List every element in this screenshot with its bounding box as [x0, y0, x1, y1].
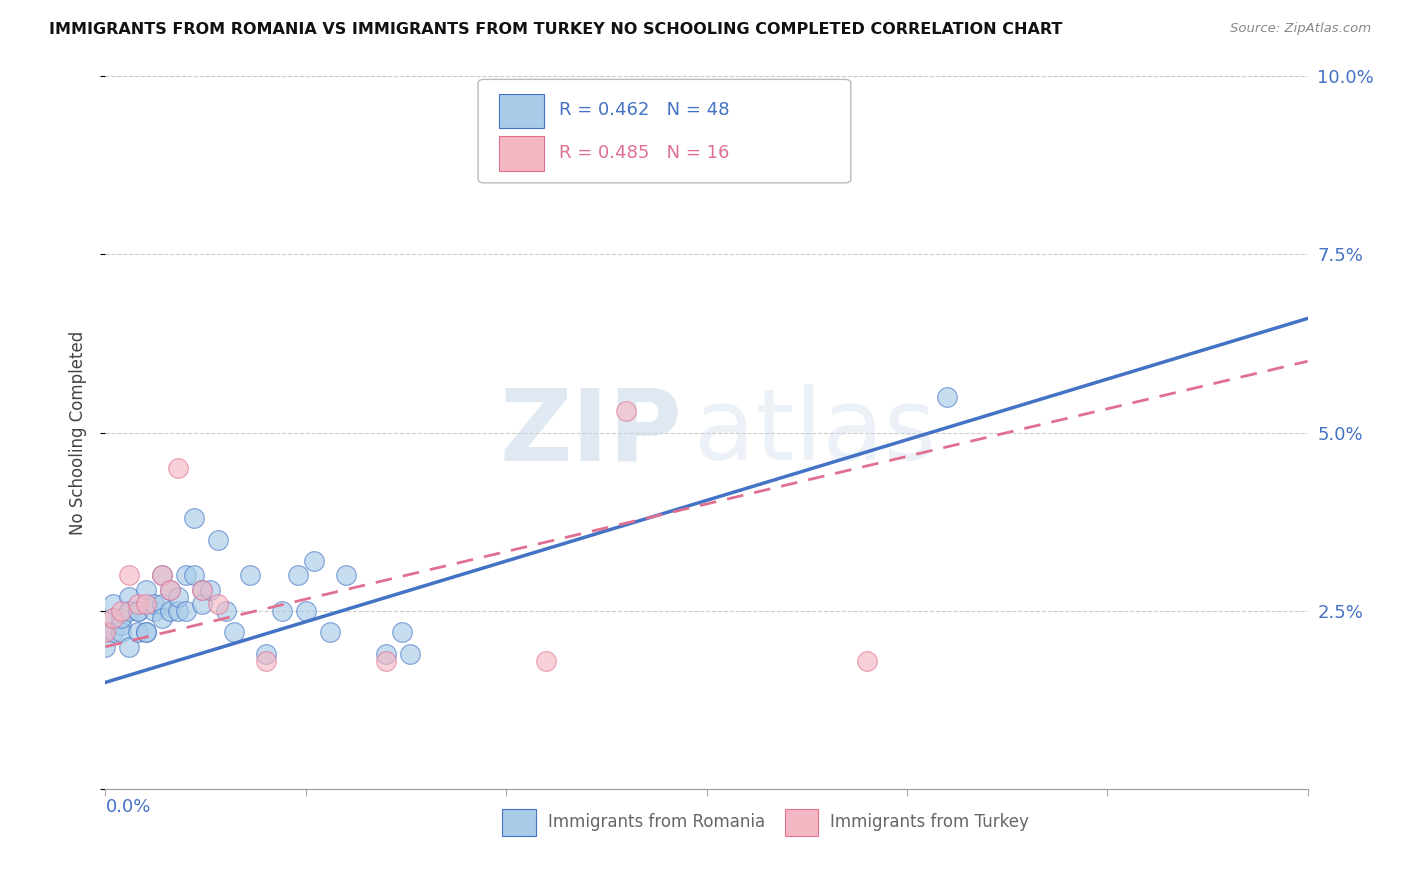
Point — [270, 604, 292, 618]
Point — [616, 404, 638, 418]
Point — [399, 647, 422, 661]
Text: R = 0.462   N = 48: R = 0.462 N = 48 — [558, 101, 730, 119]
Text: atlas: atlas — [695, 384, 936, 481]
Point — [183, 568, 205, 582]
Point — [118, 590, 141, 604]
Point — [214, 604, 236, 618]
Text: Immigrants from Romania: Immigrants from Romania — [548, 814, 765, 831]
Point — [335, 568, 357, 582]
Point — [118, 604, 141, 618]
Point — [183, 511, 205, 525]
Point — [287, 568, 309, 582]
Point — [135, 597, 157, 611]
Point — [239, 568, 262, 582]
Point — [159, 582, 181, 597]
FancyBboxPatch shape — [502, 809, 536, 836]
Point — [118, 640, 141, 654]
Text: ZIP: ZIP — [499, 384, 682, 481]
Point — [207, 597, 229, 611]
FancyBboxPatch shape — [478, 79, 851, 183]
Point — [135, 625, 157, 640]
Text: Source: ZipAtlas.com: Source: ZipAtlas.com — [1230, 22, 1371, 36]
Point — [166, 604, 188, 618]
Point — [150, 611, 173, 625]
Point — [166, 461, 188, 475]
Point — [94, 640, 117, 654]
Point — [150, 597, 173, 611]
Point — [94, 625, 117, 640]
Point — [222, 625, 245, 640]
Point — [159, 604, 181, 618]
Point — [159, 582, 181, 597]
Point — [103, 597, 125, 611]
Y-axis label: No Schooling Completed: No Schooling Completed — [69, 331, 87, 534]
Point — [174, 604, 197, 618]
Point — [174, 568, 197, 582]
Point — [150, 568, 173, 582]
Point — [190, 597, 212, 611]
Text: Immigrants from Turkey: Immigrants from Turkey — [831, 814, 1029, 831]
Point — [142, 604, 165, 618]
Point — [110, 618, 132, 632]
Point — [135, 625, 157, 640]
Point — [94, 625, 117, 640]
Point — [127, 604, 149, 618]
Point — [166, 590, 188, 604]
Point — [254, 647, 277, 661]
Text: R = 0.485   N = 16: R = 0.485 N = 16 — [558, 144, 730, 161]
Point — [103, 625, 125, 640]
Point — [855, 654, 877, 668]
FancyBboxPatch shape — [499, 94, 544, 128]
Text: IMMIGRANTS FROM ROMANIA VS IMMIGRANTS FROM TURKEY NO SCHOOLING COMPLETED CORRELA: IMMIGRANTS FROM ROMANIA VS IMMIGRANTS FR… — [49, 22, 1063, 37]
Point — [118, 568, 141, 582]
Point — [103, 611, 125, 625]
Point — [374, 654, 398, 668]
Point — [198, 582, 221, 597]
Point — [534, 654, 557, 668]
Point — [142, 597, 165, 611]
Point — [110, 625, 132, 640]
Point — [319, 625, 342, 640]
Point — [103, 611, 125, 625]
Point — [207, 533, 229, 547]
Point — [295, 604, 318, 618]
Point — [374, 647, 398, 661]
Point — [127, 604, 149, 618]
Text: 0.0%: 0.0% — [105, 798, 150, 816]
Point — [150, 568, 173, 582]
Point — [110, 604, 132, 618]
Point — [254, 654, 277, 668]
Point — [391, 625, 413, 640]
Point — [190, 582, 212, 597]
FancyBboxPatch shape — [785, 809, 818, 836]
Point — [936, 390, 959, 404]
Point — [127, 625, 149, 640]
Point — [135, 582, 157, 597]
Point — [190, 582, 212, 597]
FancyBboxPatch shape — [499, 136, 544, 170]
Point — [127, 597, 149, 611]
Point — [110, 611, 132, 625]
Point — [302, 554, 325, 568]
